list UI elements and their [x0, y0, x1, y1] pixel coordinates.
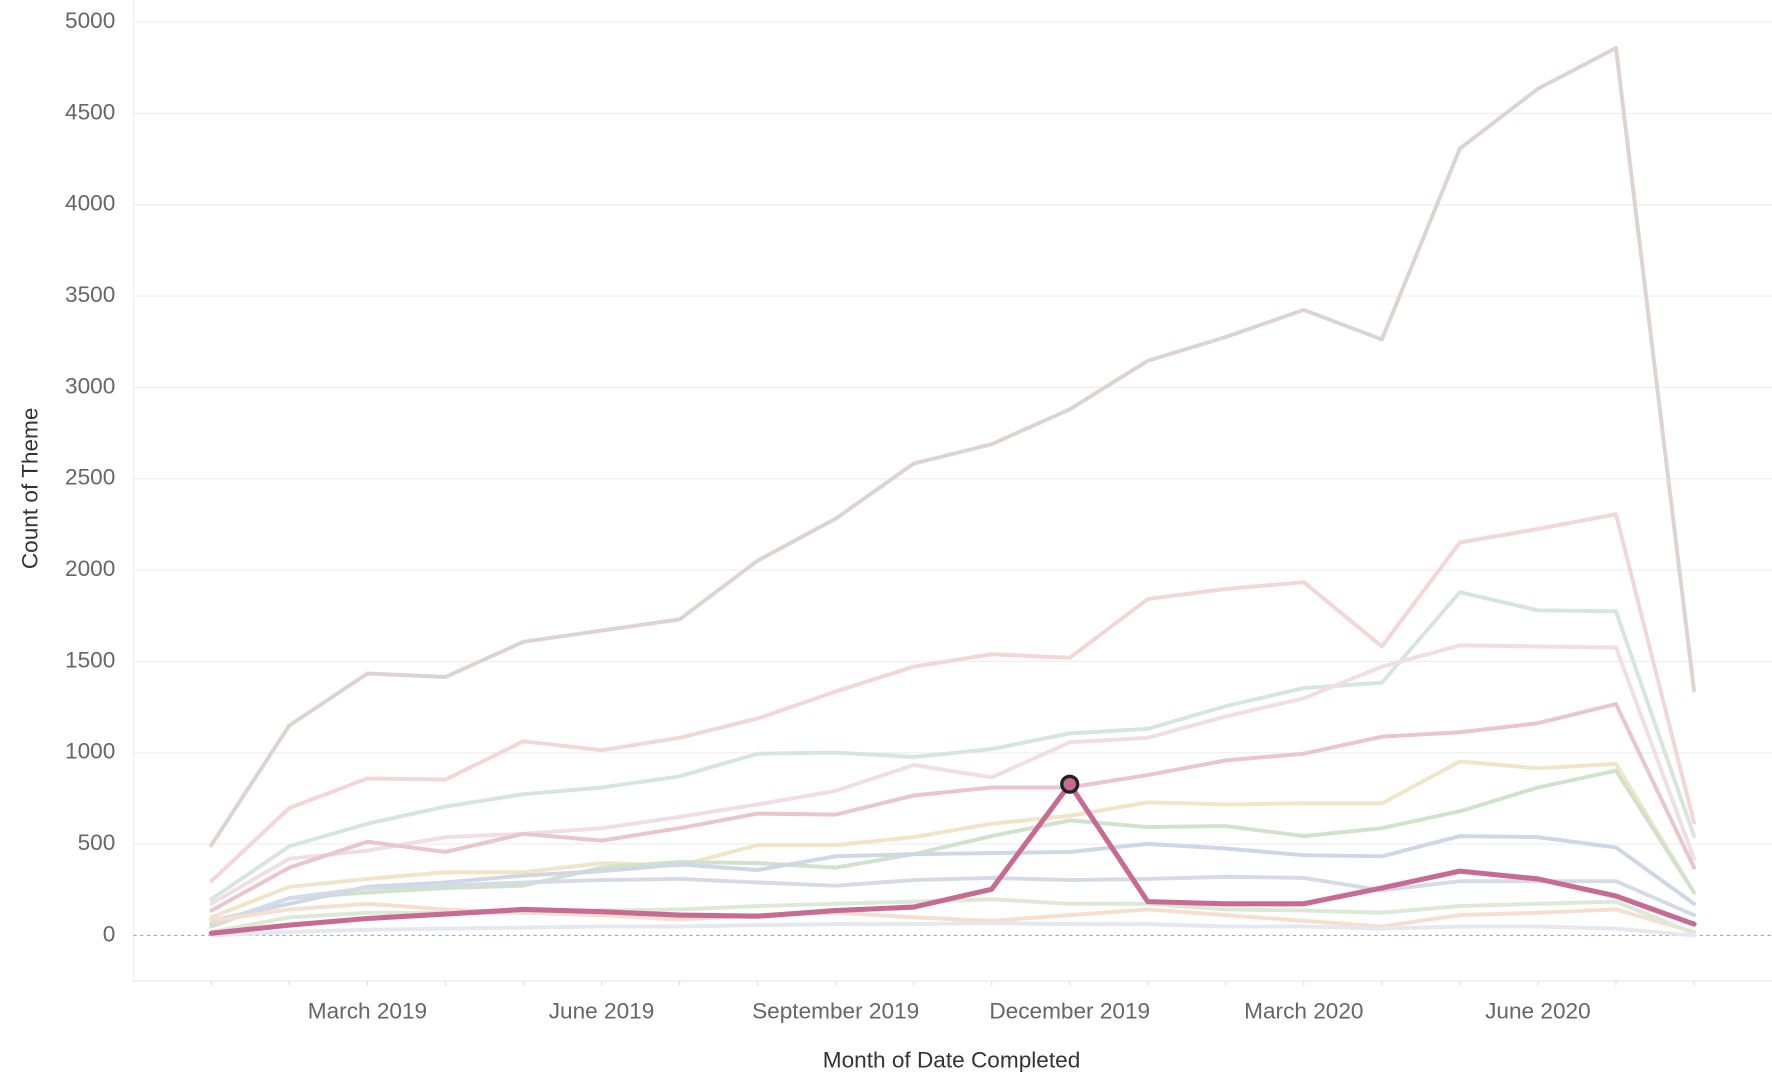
line	[209, 901, 1697, 934]
y-tick-label: 1000	[65, 739, 115, 764]
line	[209, 512, 1697, 884]
line	[209, 643, 1697, 906]
line	[209, 759, 1697, 920]
x-axis-title: Month of Date Completed	[823, 1047, 1080, 1072]
x-tick-label: March 2020	[1244, 999, 1363, 1024]
x-tick-label: June 2019	[549, 999, 655, 1024]
x-tick-label: March 2019	[308, 999, 427, 1024]
line	[209, 590, 1697, 902]
y-tick-label: 4000	[65, 191, 115, 216]
y-tick-label: 3500	[65, 282, 115, 307]
y-tick-label: 500	[78, 830, 116, 855]
y-axis-title: Count of Theme	[18, 408, 43, 570]
y-tick-label: 3000	[65, 373, 115, 398]
y-tick-label: 5000	[65, 8, 115, 33]
y-tick-label: 1500	[65, 647, 115, 672]
x-tick-label: September 2019	[752, 999, 919, 1024]
line	[209, 921, 1697, 938]
line	[209, 45, 1697, 848]
y-tick-label: 2000	[65, 556, 115, 581]
y-tick-label: 4500	[65, 99, 115, 124]
highlighted-line	[208, 781, 1697, 936]
highlight-marker	[1060, 774, 1080, 794]
y-tick-label: 0	[103, 921, 116, 946]
x-tick-label: December 2019	[989, 999, 1150, 1024]
line	[209, 768, 1697, 929]
y-tick-label: 2500	[65, 465, 115, 490]
x-tick-label: June 2020	[1485, 999, 1591, 1024]
line	[209, 702, 1697, 913]
line	[209, 874, 1697, 927]
line	[209, 834, 1697, 923]
